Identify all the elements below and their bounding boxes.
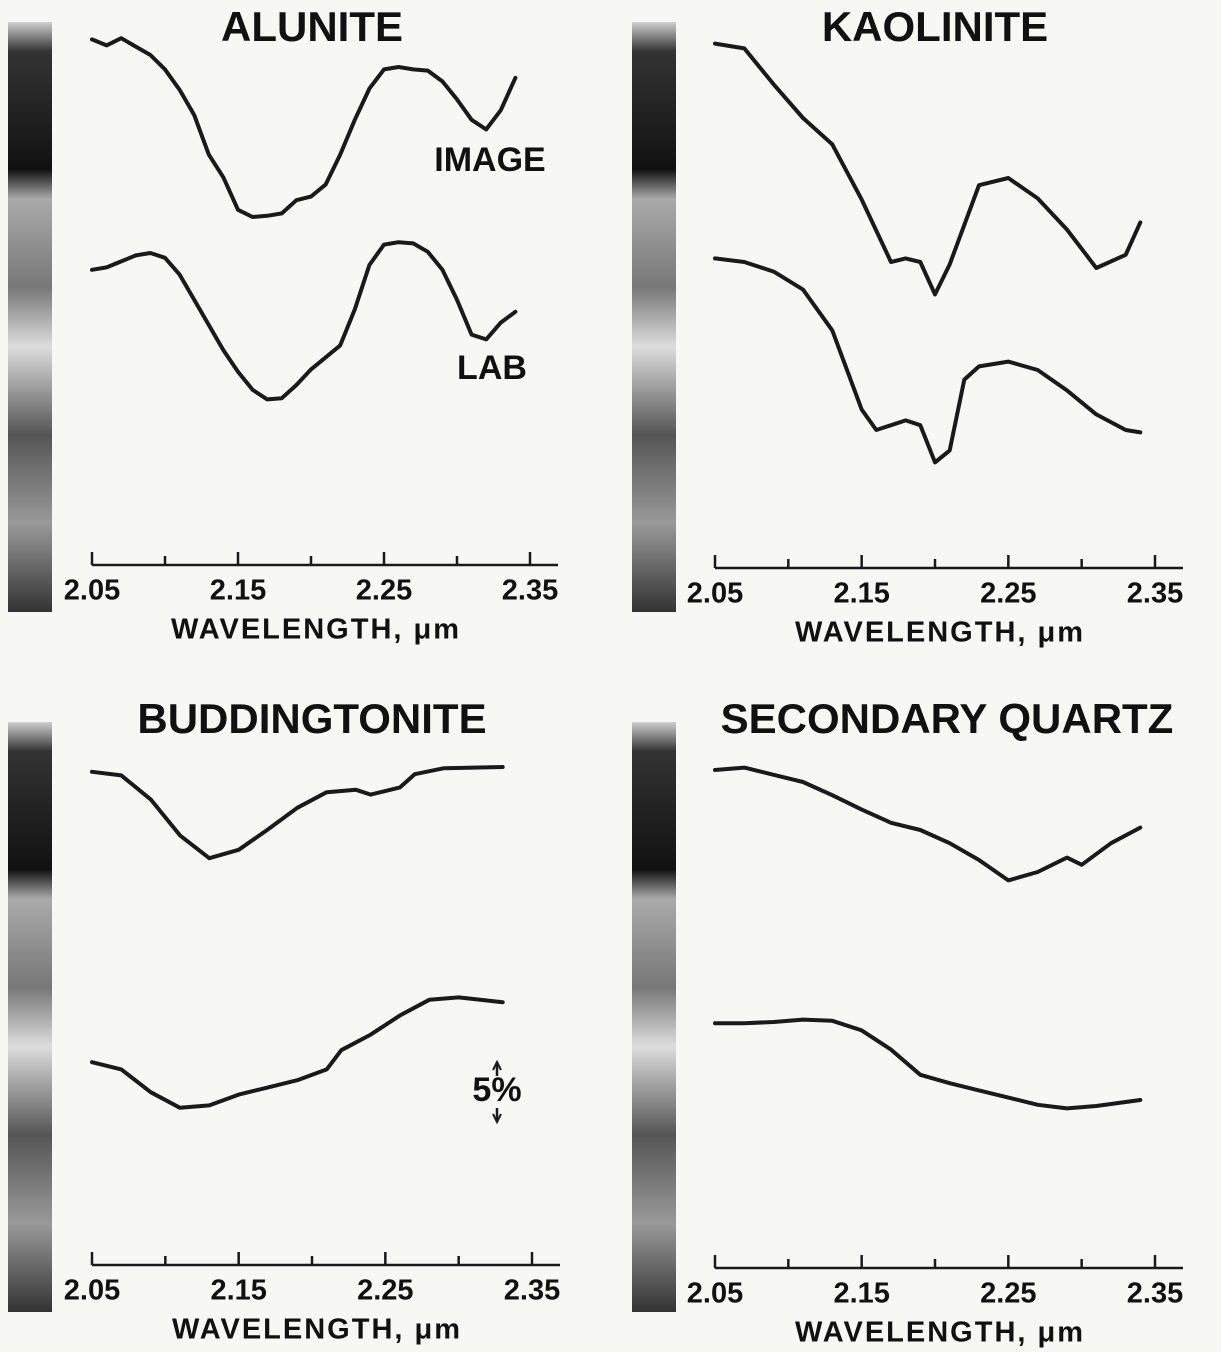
x-tick-label: 2.35 — [504, 1275, 560, 1307]
scale-label: 5% — [472, 1071, 521, 1109]
x-tick-label: 2.15 — [210, 575, 266, 607]
spectrum-line — [713, 41, 1143, 297]
chart-title: SECONDARY QUARTZ — [721, 695, 1174, 742]
x-tick-label: 2.25 — [357, 1275, 413, 1307]
scale-label-bg — [467, 1076, 527, 1108]
x-axis-label: WAVELENGTH, μm — [172, 1314, 462, 1346]
x-tick-label: 2.35 — [502, 575, 558, 607]
x-axis-label: WAVELENGTH, μm — [795, 617, 1085, 649]
x-tick-label: 2.25 — [980, 1278, 1036, 1310]
spectrum-line — [713, 256, 1143, 465]
x-tick-label: 2.25 — [356, 575, 412, 607]
image-strip — [8, 722, 52, 1312]
series-label: IMAGE — [434, 141, 545, 179]
spectrum-line — [713, 1017, 1143, 1111]
series-label: LAB — [457, 349, 527, 387]
x-tick-label: 2.35 — [1127, 578, 1183, 610]
chart-title: BUDDINGTONITE — [137, 695, 486, 742]
x-tick-label: 2.15 — [833, 578, 889, 610]
x-tick-label: 2.15 — [833, 1278, 889, 1310]
x-tick-label: 2.05 — [64, 1275, 120, 1307]
spectrum-line — [90, 995, 505, 1110]
image-strip — [8, 22, 52, 612]
image-strip — [632, 722, 676, 1312]
x-tick-label: 2.25 — [980, 578, 1036, 610]
image-strip — [632, 22, 676, 612]
spectrum-line — [713, 765, 1143, 883]
spectrum-line — [90, 765, 505, 861]
x-axis-label: WAVELENGTH, μm — [795, 1317, 1085, 1349]
x-tick-label: 2.15 — [210, 1275, 266, 1307]
scale-arrow — [492, 1059, 502, 1125]
x-axis-label: WAVELENGTH, μm — [171, 614, 461, 646]
chart-title: ALUNITE — [221, 3, 403, 50]
x-tick-label: 2.05 — [64, 575, 120, 607]
spectrum-line — [90, 240, 518, 402]
x-tick-label: 2.05 — [687, 578, 743, 610]
x-tick-label: 2.35 — [1127, 1278, 1183, 1310]
chart-title: KAOLINITE — [822, 3, 1048, 50]
x-tick-label: 2.05 — [687, 1278, 743, 1310]
spectrum-line — [90, 36, 518, 219]
